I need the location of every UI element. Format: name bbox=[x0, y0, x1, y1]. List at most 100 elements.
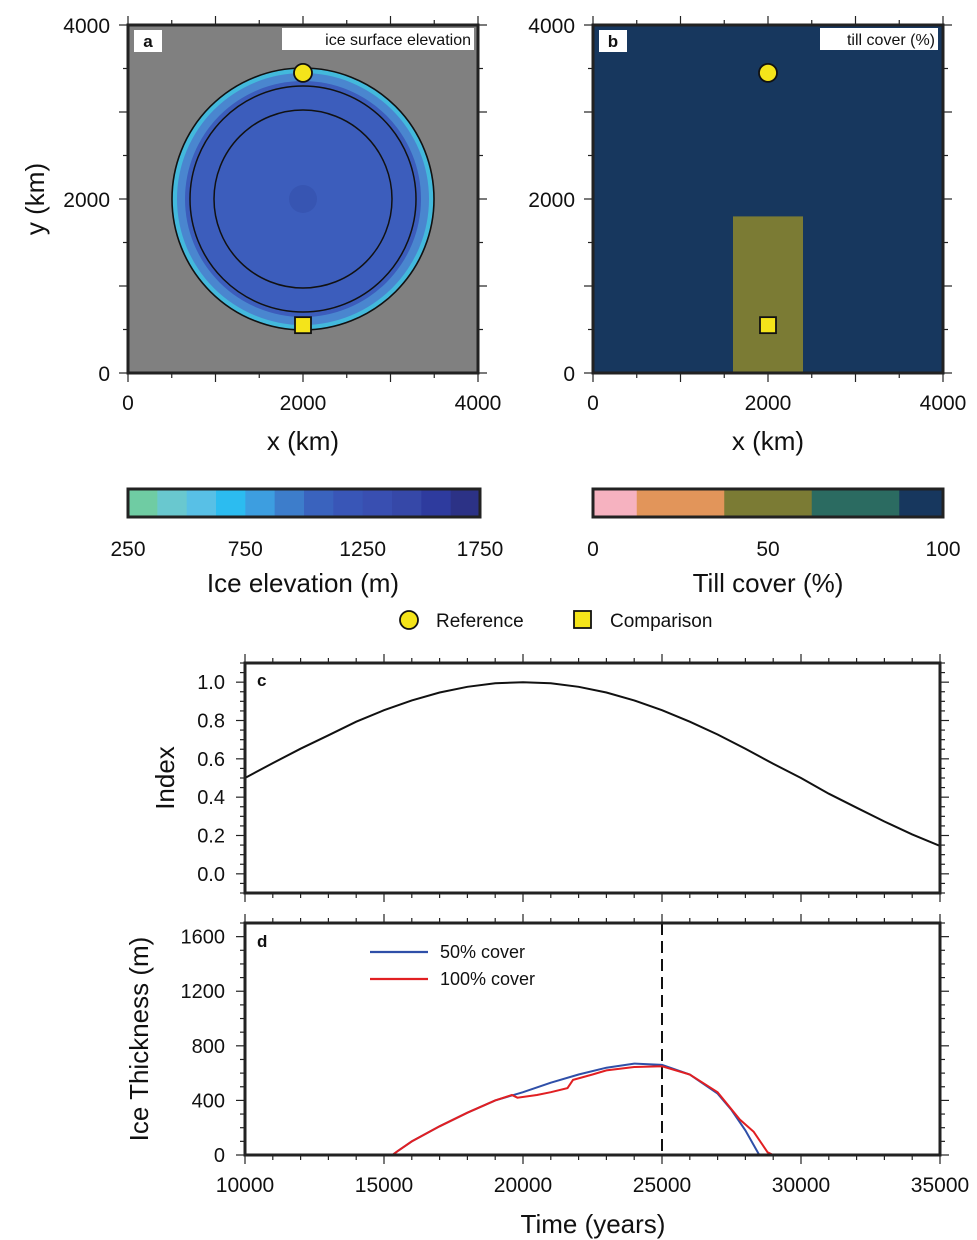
colorbar-till-frame bbox=[591, 487, 945, 519]
colorbar-till-tick: 0 bbox=[587, 538, 599, 561]
panel-d-letter: d bbox=[257, 932, 267, 951]
colorbar-elevation-bin bbox=[304, 489, 334, 517]
legend-reference-label: Reference bbox=[436, 611, 524, 632]
colorbar-elevation-tick: 1250 bbox=[339, 538, 386, 561]
reference-marker-a bbox=[293, 62, 313, 83]
colorbar-elevation-bin bbox=[274, 489, 305, 517]
x-tick-label: 2000 bbox=[745, 392, 792, 415]
y-tick-label: 2000 bbox=[528, 189, 575, 212]
y-tick-label: 4000 bbox=[528, 15, 575, 38]
panel-c-axes: 0.0 0.2 0.4 0.6 0.8 1.0 bbox=[197, 654, 949, 902]
colorbar-till-tick: 50 bbox=[756, 538, 779, 561]
x-tick-label: 4000 bbox=[455, 392, 502, 415]
y-tick-label: 2000 bbox=[63, 189, 110, 212]
panel-a-xlabel: x (km) bbox=[267, 426, 339, 456]
colorbar-elevation-tick: 750 bbox=[228, 538, 263, 561]
y-tick-label: 1.0 bbox=[197, 672, 225, 694]
legend-label-100-cover: 100% cover bbox=[440, 969, 535, 989]
legend-comparison-symbol bbox=[573, 610, 592, 629]
y-tick-label: 0.8 bbox=[197, 711, 225, 733]
panel-b-letter: b bbox=[608, 32, 618, 51]
legend-reference-symbol bbox=[399, 610, 419, 630]
legend-label-50-cover: 50% cover bbox=[440, 942, 525, 962]
colorbar-elevation-bin bbox=[450, 489, 481, 517]
colorbar-elevation-frame bbox=[126, 487, 482, 519]
marker-legend: Reference Comparison bbox=[399, 610, 712, 632]
colorbar-elevation-bin bbox=[157, 489, 188, 517]
colorbar-elevation-bin bbox=[333, 489, 364, 517]
comparison-marker-b bbox=[759, 316, 777, 335]
colorbar-till-bin bbox=[724, 489, 813, 517]
colorbar-elevation-bin bbox=[245, 489, 276, 517]
y-tick-label: 800 bbox=[192, 1036, 225, 1058]
index-line bbox=[245, 681, 940, 847]
x-tick-label: 15000 bbox=[355, 1174, 413, 1197]
colorbar-elevation-tick: 250 bbox=[110, 538, 145, 561]
panel-d-ylabel: Ice Thickness (m) bbox=[124, 937, 154, 1142]
y-tick-label: 1600 bbox=[181, 927, 226, 949]
panel-b-title-box bbox=[820, 28, 938, 50]
panel-c-frame bbox=[243, 661, 942, 895]
colorbar-elevation-bin bbox=[362, 489, 393, 517]
x-tick-label: 2000 bbox=[280, 392, 327, 415]
panel-b-xlabel: x (km) bbox=[732, 426, 804, 456]
y-tick-label: 0.4 bbox=[197, 787, 225, 809]
x-tick-label: 35000 bbox=[911, 1174, 969, 1197]
panel-d: 0 400 800 1200 1600 10000 15000 20000 25000 30000… bbox=[124, 914, 969, 1239]
colorbar-elevation-bin bbox=[128, 489, 158, 517]
colorbar-till-bin bbox=[899, 489, 944, 517]
x-tick-label: 0 bbox=[122, 392, 134, 415]
y-tick-label: 0 bbox=[563, 363, 575, 386]
y-tick-label: 400 bbox=[192, 1090, 225, 1112]
panel-b-axes: 0 2000 4000 0 2000 4000 bbox=[528, 15, 966, 415]
colorbar-elevation-label: Ice elevation (m) bbox=[207, 568, 399, 598]
colorbar-elevation-bin bbox=[421, 489, 452, 517]
y-tick-label: 0 bbox=[98, 363, 110, 386]
panel-c-letter: c bbox=[257, 671, 266, 690]
y-tick-label: 1200 bbox=[181, 981, 226, 1003]
panel-a-letter-box bbox=[134, 30, 162, 52]
reference-marker-b bbox=[758, 62, 778, 83]
legend-comparison-label: Comparison bbox=[610, 611, 712, 632]
panel-a-axes: 0 2000 4000 0 2000 4000 bbox=[63, 15, 501, 415]
panel-a-title: ice surface elevation bbox=[325, 32, 471, 49]
contour-outer bbox=[189, 85, 417, 313]
x-tick-label: 10000 bbox=[216, 1174, 274, 1197]
colorbar-elevation-tick: 1750 bbox=[457, 538, 504, 561]
x-tick-label: 30000 bbox=[772, 1174, 830, 1197]
panel-c: 0.0 0.2 0.4 0.6 0.8 1.0 c Index bbox=[150, 654, 949, 902]
panel-a-letter: a bbox=[143, 32, 153, 51]
panel-c-ylabel: Index bbox=[150, 746, 180, 810]
series-line-50-cover bbox=[245, 1062, 940, 1155]
colorbar-till-tick: 100 bbox=[925, 538, 960, 561]
colorbar-elevation-bin bbox=[216, 489, 246, 517]
colorbar-till: 0 50 100 Till cover (%) bbox=[587, 487, 961, 598]
colorbar-till-bin bbox=[811, 489, 900, 517]
till-patch bbox=[733, 216, 803, 373]
panel-a: a ice surface elevation 0 2000 4000 0 2000 40… bbox=[20, 15, 501, 456]
x-tick-label: 0 bbox=[587, 392, 599, 415]
colorbar-till-bin bbox=[636, 489, 725, 517]
y-tick-label: 0.2 bbox=[197, 826, 225, 848]
x-tick-label: 4000 bbox=[920, 392, 967, 415]
colorbar-elevation-bin bbox=[186, 489, 217, 517]
panel-a-ylabel: y (km) bbox=[20, 163, 50, 235]
x-tick-label: 20000 bbox=[494, 1174, 552, 1197]
comparison-marker-a bbox=[294, 316, 312, 335]
panel-d-xlabel: Time (years) bbox=[521, 1209, 666, 1239]
y-tick-label: 0 bbox=[214, 1145, 225, 1167]
contour-inner bbox=[213, 109, 393, 289]
panel-a-title-box bbox=[282, 28, 474, 50]
panel-b-title: till cover (%) bbox=[847, 32, 935, 49]
x-tick-label: 25000 bbox=[633, 1174, 691, 1197]
y-tick-label: 4000 bbox=[63, 15, 110, 38]
colorbar-till-label: Till cover (%) bbox=[693, 568, 844, 598]
y-tick-label: 0.0 bbox=[197, 864, 225, 886]
panel-d-frame bbox=[243, 921, 942, 1157]
y-tick-label: 0.6 bbox=[197, 749, 225, 771]
colorbar-elevation-bin bbox=[392, 489, 422, 517]
panel-b-letter-box bbox=[599, 30, 627, 52]
panel-b: b till cover (%) 0 2000 4000 0 2000 4000 x (k… bbox=[528, 15, 966, 456]
colorbar-till-bin bbox=[593, 489, 638, 517]
